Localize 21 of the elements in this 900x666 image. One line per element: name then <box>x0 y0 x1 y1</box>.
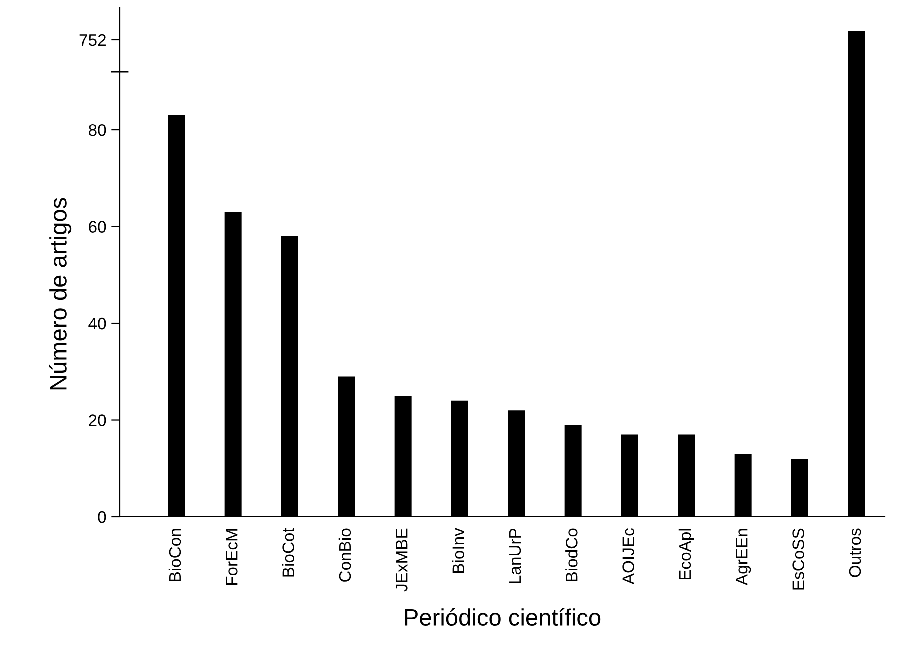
y-tick-label: 0 <box>98 511 106 524</box>
x-tick-label: EcoApl <box>678 529 694 580</box>
x-tick-label: BioInv <box>452 528 464 574</box>
y-axis-title: Número de artigos <box>49 198 72 390</box>
y-tick-label: 80 <box>88 124 106 136</box>
y-tick-label: 60 <box>89 221 106 233</box>
y-tick-label: 40 <box>88 318 106 330</box>
x-tick-label: ForEcM <box>226 529 238 586</box>
x-tick-label: LanUrP <box>510 528 522 584</box>
x-tick-label: ConBio <box>338 528 352 582</box>
x-tick-label: EsCoSS <box>792 528 804 590</box>
text: 752 <box>80 34 106 46</box>
x-tick-label: BiodCo <box>566 528 578 582</box>
x-tick-label: BioCon <box>168 529 182 582</box>
y-tick-label: 20 <box>89 414 106 426</box>
x-tick-label: Outros <box>849 528 862 578</box>
x-tick-label: AOIJEc <box>622 528 634 585</box>
x-tick-label: JExMBE <box>396 528 408 592</box>
x-axis-title: Periódico científico <box>405 608 601 626</box>
x-tick-label: AgrEEn <box>736 529 752 586</box>
x-tick-label: BioCot <box>282 528 294 577</box>
